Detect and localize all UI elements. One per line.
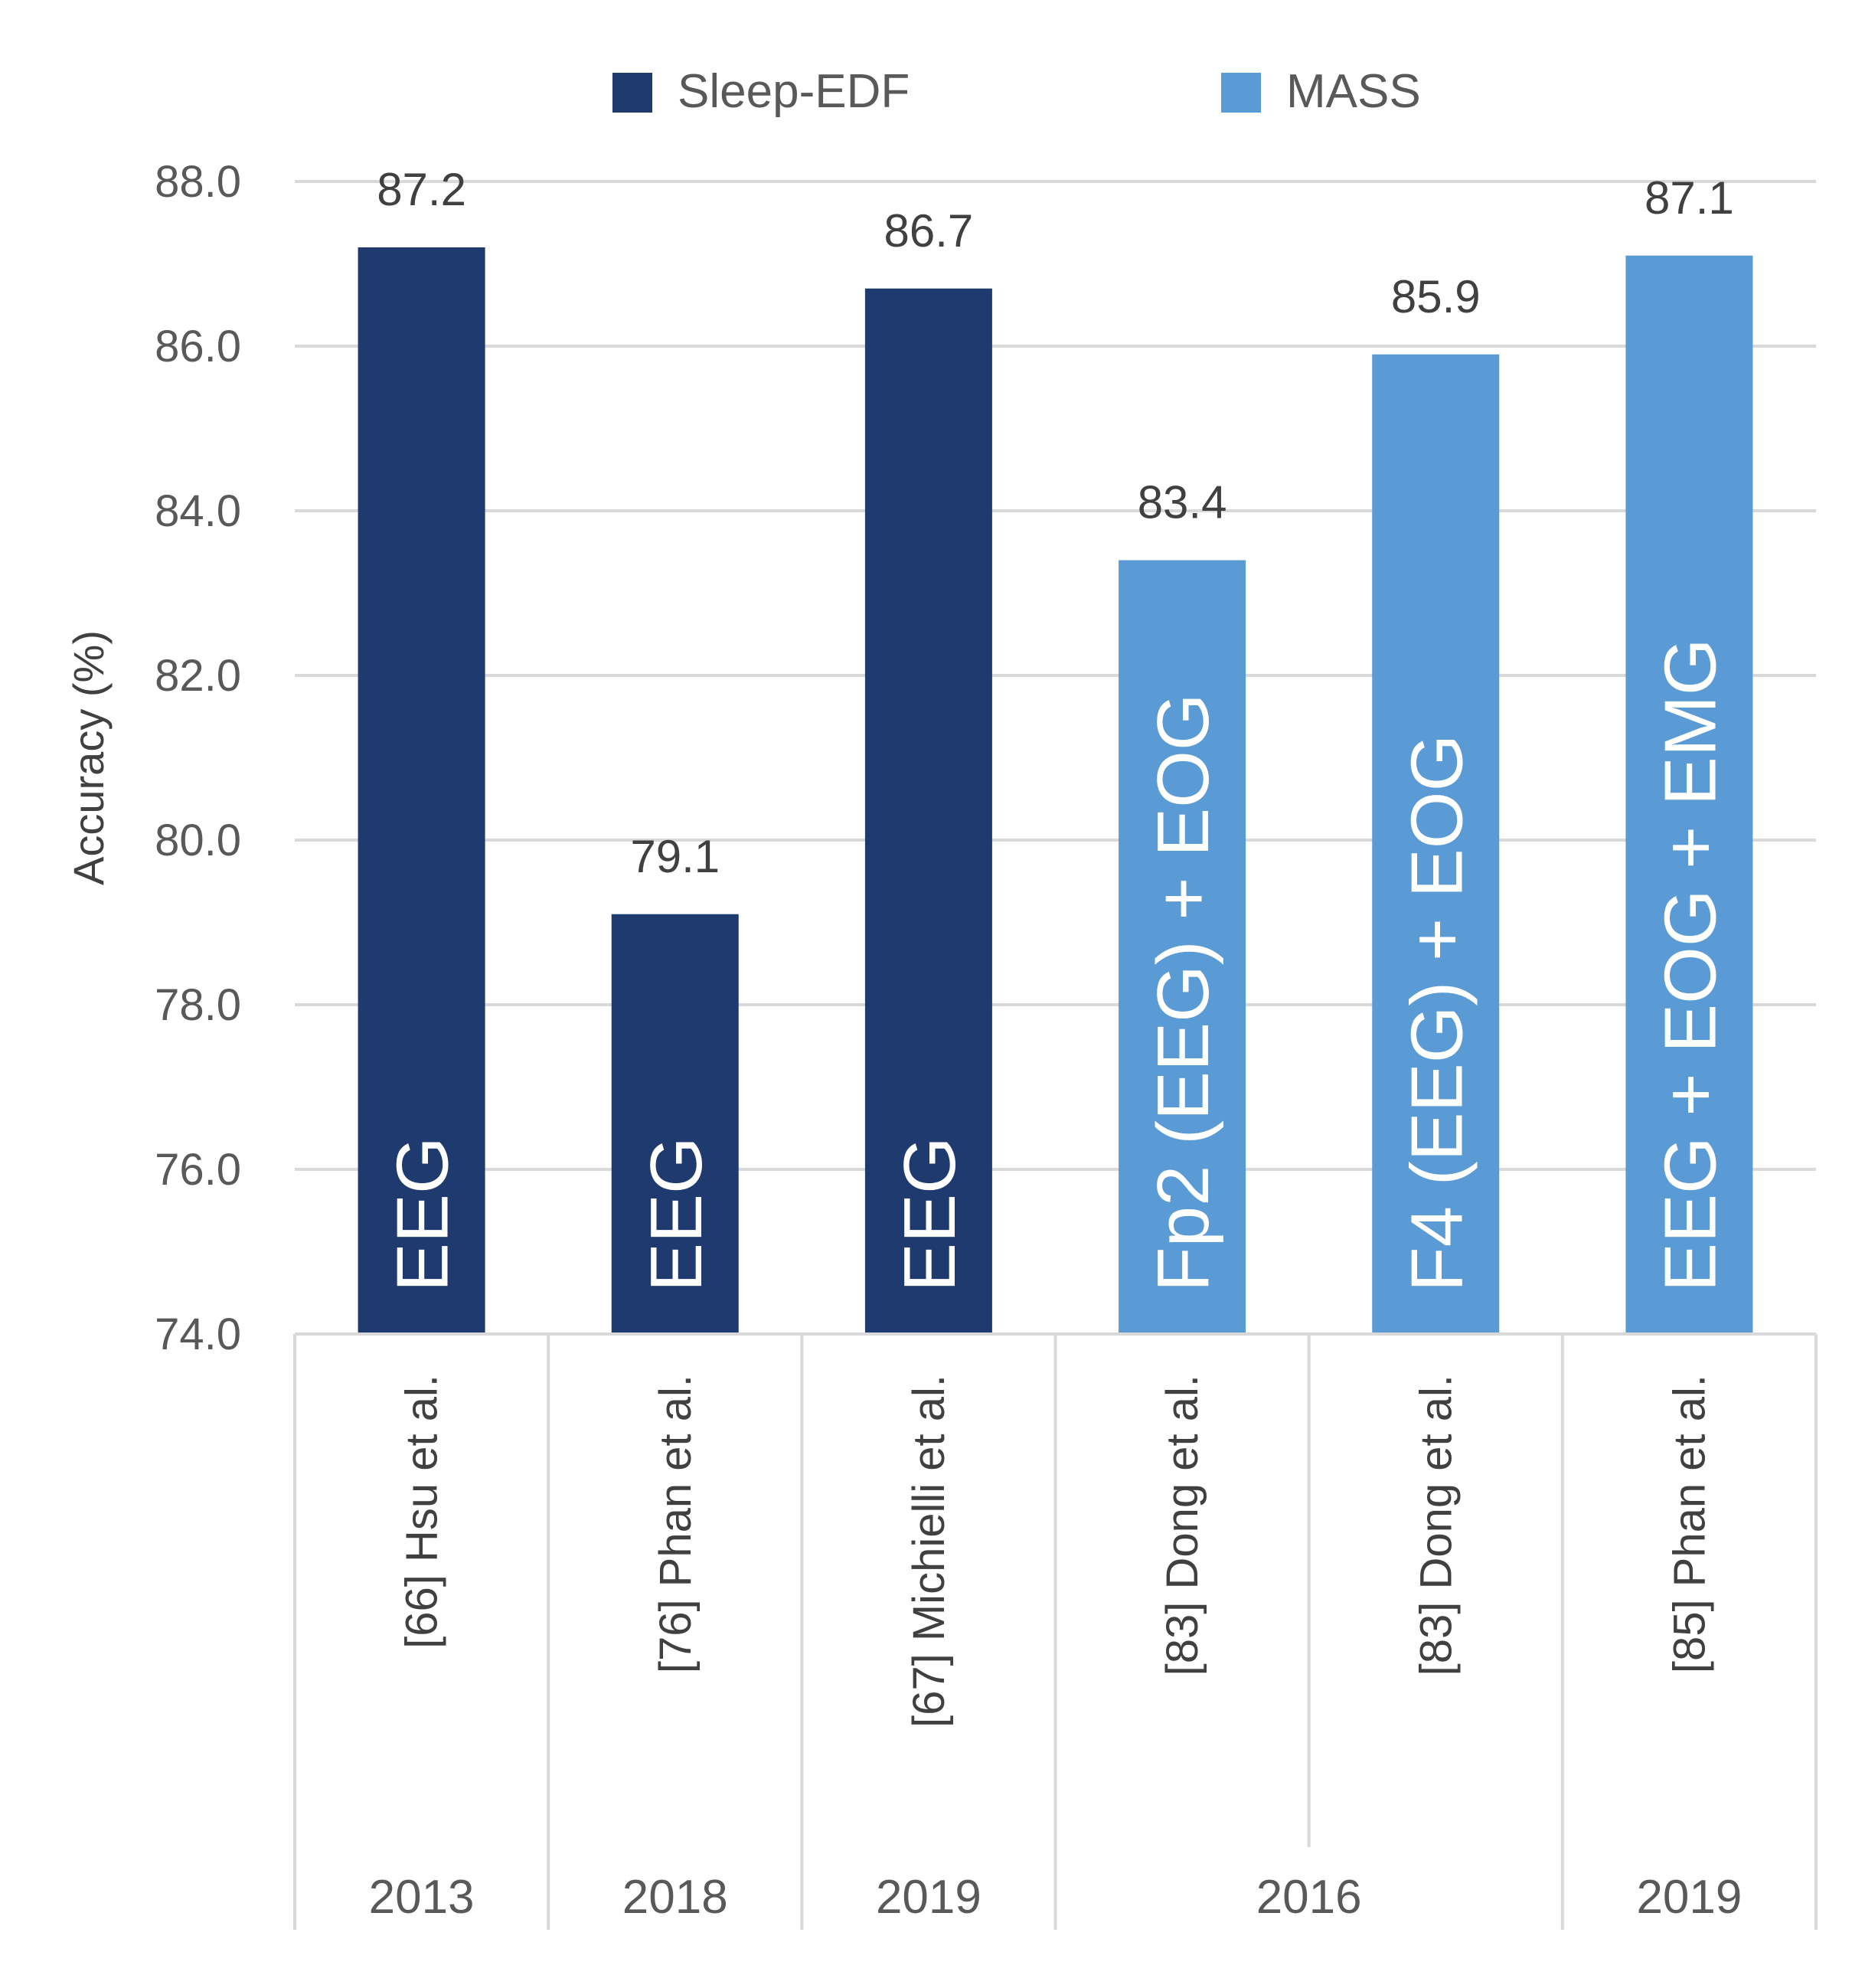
bar <box>611 914 739 1334</box>
y-tick-label: 86.0 <box>155 322 241 371</box>
legend-label: MASS <box>1286 65 1421 118</box>
bar <box>1625 255 1753 1334</box>
x-category-label: [85] Phan et al. <box>1664 1375 1714 1673</box>
y-tick-label: 82.0 <box>155 651 241 701</box>
y-axis-title: Accuracy (%) <box>64 630 113 885</box>
legend-swatch-sleep-edf <box>612 73 652 113</box>
bars: 87.2 EEG 79.1 EEG 86.7 EEG 83.4 Fp2 (EEG) + EOG… <box>358 164 1753 1334</box>
data-label: 87.1 <box>1645 172 1734 224</box>
data-label: 85.9 <box>1391 271 1481 322</box>
x-year-label: 2019 <box>1636 1871 1742 1924</box>
data-label: 87.2 <box>377 164 466 215</box>
x-category-label: [83] Dong et al. <box>1158 1375 1207 1676</box>
y-tick-label: 80.0 <box>155 816 241 865</box>
bar-channel-label: EEG <box>635 1136 717 1292</box>
data-label: 79.1 <box>630 831 720 882</box>
legend-swatch-mass <box>1221 73 1261 113</box>
bar <box>864 288 992 1334</box>
legend: Sleep-EDF MASS <box>612 65 1421 118</box>
x-year-label: 2013 <box>369 1871 475 1924</box>
y-tick-label: 74.0 <box>155 1310 241 1359</box>
x-category-label: [83] Dong et al. <box>1411 1375 1461 1676</box>
x-category-label: [76] Phan et al. <box>651 1375 701 1673</box>
bar-channel-label: Fp2 (EEG) + EOG <box>1142 693 1224 1292</box>
x-axis: [66] Hsu et al. [76] Phan et al. [67] Mich… <box>293 1332 1818 1930</box>
x-year-label: 2016 <box>1256 1871 1362 1924</box>
x-category-label: [67] Michielli et al. <box>904 1375 954 1728</box>
bar-channel-label: EEG + EOG + EMG <box>1649 638 1731 1292</box>
bar-channel-label: EEG <box>889 1136 971 1292</box>
y-axis: 74.0 76.0 78.0 80.0 82.0 84.0 86.0 88.0 Accuracy… <box>64 157 241 1359</box>
data-label: 83.4 <box>1138 477 1227 528</box>
legend-label: Sleep-EDF <box>678 65 910 118</box>
bar-channel-label: EEG <box>382 1136 464 1292</box>
bar-channel-label: F4 (EEG) + EOG <box>1396 734 1478 1292</box>
data-label: 86.7 <box>884 205 974 257</box>
gridlines <box>295 180 1816 1171</box>
y-tick-label: 76.0 <box>155 1145 241 1195</box>
x-category-label: [66] Hsu et al. <box>397 1375 447 1649</box>
y-tick-label: 84.0 <box>155 486 241 536</box>
bar <box>358 247 485 1334</box>
y-tick-label: 78.0 <box>155 980 241 1030</box>
bar <box>1119 560 1246 1334</box>
x-year-label: 2018 <box>622 1871 728 1924</box>
x-year-label: 2019 <box>876 1871 981 1924</box>
y-tick-label: 88.0 <box>155 157 241 207</box>
bar <box>1372 354 1500 1334</box>
